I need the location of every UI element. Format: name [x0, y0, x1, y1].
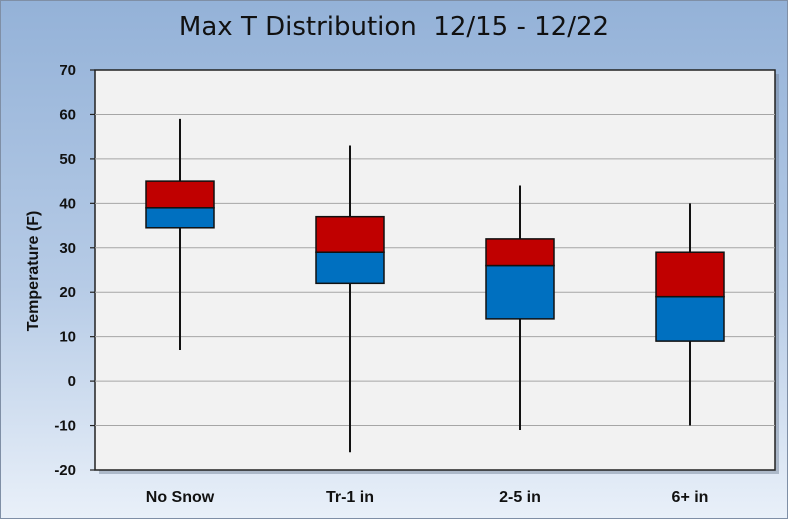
x-category-label: No Snow — [146, 489, 215, 506]
y-tick-label: 30 — [59, 240, 76, 257]
y-tick-label: 70 — [59, 62, 76, 79]
x-category-label: Tr-1 in — [326, 489, 374, 506]
y-tick-label: 20 — [59, 284, 76, 301]
box-upper-2 — [485, 238, 555, 267]
y-tick-label: -10 — [54, 418, 76, 435]
box-upper-1 — [315, 215, 385, 253]
chart-title: Max T Distribution 12/15 - 12/22 — [178, 12, 610, 42]
box-upper-3 — [655, 251, 725, 298]
y-axis-label: Temperature (F) — [25, 211, 42, 332]
box-upper-0 — [145, 180, 215, 209]
y-tick-label: 60 — [59, 106, 76, 123]
y-tick-label: -20 — [54, 462, 76, 479]
box-lower-2 — [485, 264, 555, 320]
y-tick-label: 10 — [59, 329, 76, 346]
x-category-label: 6+ in — [672, 489, 709, 506]
box-lower-1 — [315, 251, 385, 285]
y-tick-label: 50 — [59, 151, 76, 168]
box-lower-3 — [655, 295, 725, 342]
box-lower-0 — [145, 207, 215, 229]
y-tick-label: 40 — [59, 195, 76, 212]
y-tick-label: 0 — [68, 373, 76, 390]
x-category-label: 2-5 in — [499, 489, 541, 506]
